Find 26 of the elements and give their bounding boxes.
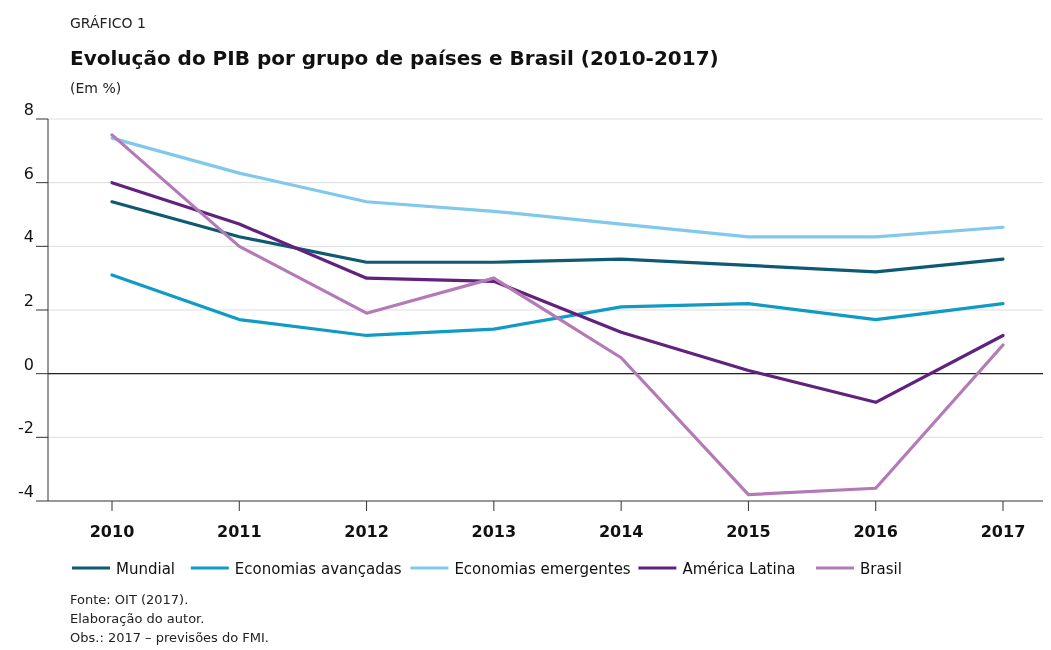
x-tick-label: 2010	[89, 522, 135, 541]
y-tick-label: 6	[23, 163, 34, 183]
legend-label: Brasil	[860, 560, 902, 578]
x-tick-label: 2012	[344, 522, 389, 541]
x-tick-label: 2015	[726, 522, 771, 541]
legend-label: Economias avançadas	[234, 560, 402, 578]
y-tick-label: -2	[18, 418, 34, 438]
x-tick-label: 2014	[598, 522, 644, 541]
text: GRÁFICO 1	[70, 15, 146, 31]
source-note: Fonte: OIT (2017).	[70, 592, 189, 607]
y-tick-label: 8	[23, 100, 34, 119]
chart-title: Evolução do PIB por grupo de países e Brasil (2010-2017)	[70, 46, 719, 70]
y-tick-label: 0	[23, 354, 34, 374]
y-tick-label: 4	[23, 227, 34, 247]
legend-label: América Latina	[682, 560, 796, 578]
text: Elaboração do autor.	[70, 611, 205, 626]
text: Obs.: 2017 – previsões do FMI.	[70, 630, 269, 645]
x-tick-label: 2011	[217, 522, 262, 541]
x-tick-label: 2016	[853, 522, 898, 541]
legend-label: Economias emergentes	[454, 560, 631, 578]
chart-subtitle: (Em %)	[70, 80, 122, 96]
x-tick-label: 2013	[471, 522, 517, 541]
legend-label: Mundial	[116, 560, 176, 578]
y-tick-label: -4	[18, 482, 34, 501]
y-tick-label: 2	[23, 291, 34, 310]
x-tick-label: 2017	[980, 522, 1026, 541]
